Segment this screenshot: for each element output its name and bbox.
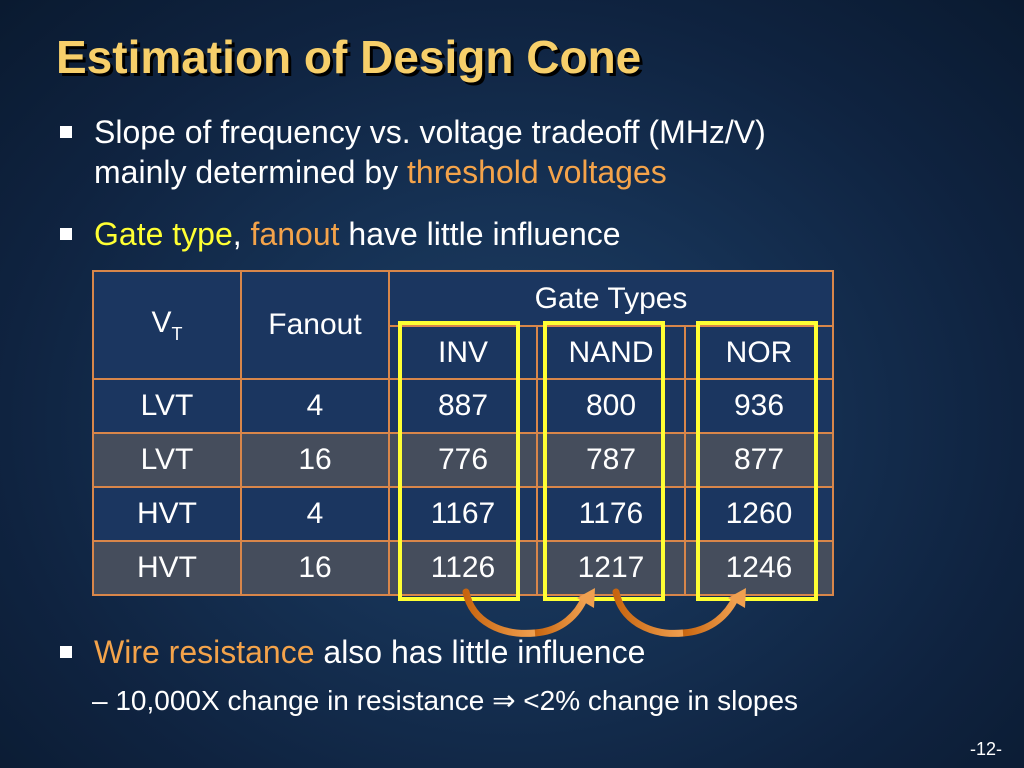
square-bullet-icon [60,126,72,138]
sub-bullet-text: – 10,000X change in resistance [92,685,493,716]
cell-vt: HVT [92,540,242,596]
square-bullet-icon [60,646,72,658]
wire-resistance-rest: also has little influence [314,634,646,670]
cell-fanout: 4 [240,486,390,542]
header-fanout: Fanout [240,270,390,380]
cell-nor: 1260 [684,486,834,542]
bullet-slope-text: Slope of frequency vs. voltage tradeoff … [94,112,766,192]
page-number: -12- [969,739,1002,759]
header-gate-types: Gate Types [388,270,834,327]
table-row: HVT 4 1167 1176 1260 [92,486,834,542]
bullet-slope-line2: mainly determined by [94,154,408,190]
highlight-box-inv [398,321,520,601]
cell-nor: 877 [684,432,834,488]
threshold-voltages-highlight: threshold voltages [407,154,667,190]
cell-inv: 887 [388,378,538,434]
header-inv: INV [388,325,538,380]
cell-vt: LVT [92,378,242,434]
gate-type-rest: have little influence [339,216,621,252]
double-right-arrow-icon: ⇒ [492,685,516,716]
square-bullet-icon [60,228,72,240]
gate-type-highlight: Gate type [94,216,233,252]
cell-inv: 776 [388,432,538,488]
cell-fanout: 16 [240,432,390,488]
cell-inv: 1167 [388,486,538,542]
cell-fanout: 16 [240,540,390,596]
slide-title: Estimation of Design Cone [56,31,642,83]
cell-nor: 1246 [684,540,834,596]
cell-nor: 936 [684,378,834,434]
bullet-gate-type-text: Gate type, fanout have little influence [94,214,621,254]
header-vt-subscript: T [171,323,183,344]
cell-fanout: 4 [240,378,390,434]
header-nor: NOR [684,325,834,380]
header-vt: VT [92,270,242,380]
wire-resistance-highlight: Wire resistance [94,634,315,670]
bullet-slope-line1: Slope of frequency vs. voltage tradeoff … [94,114,766,150]
cell-vt: LVT [92,432,242,488]
comma: , [232,216,242,252]
cell-inv: 1126 [388,540,538,596]
sub-bullet-rest: <2% change in slopes [515,685,799,716]
cell-vt: HVT [92,486,242,542]
bullet-wire-resistance-text: Wire resistance also has little influenc… [94,632,645,672]
sub-bullet-resistance-change: – 10,000X change in resistance ⇒ <2% cha… [92,684,798,717]
highlight-box-nand [543,321,665,601]
fanout-highlight: fanout [250,216,340,252]
highlight-box-nor [696,321,818,601]
